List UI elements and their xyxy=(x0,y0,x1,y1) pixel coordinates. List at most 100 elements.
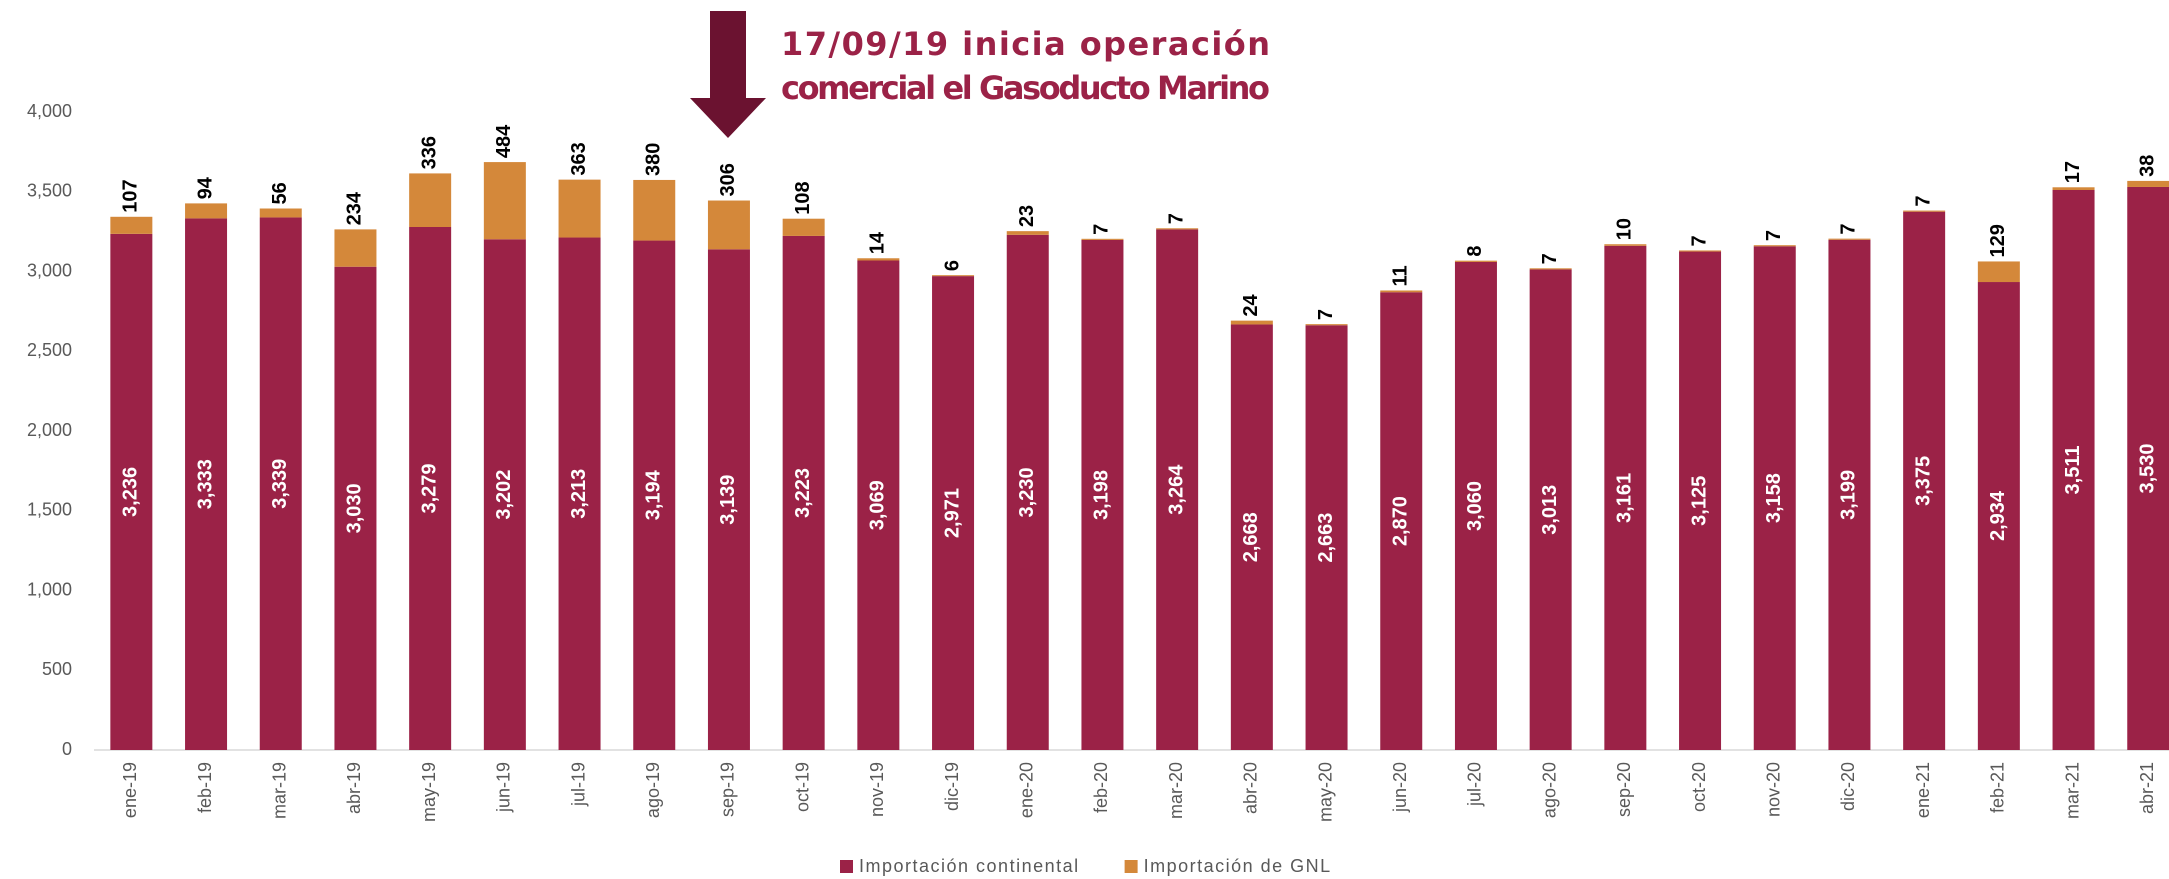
value-label: 3,530 xyxy=(2137,443,2159,493)
bar-segment xyxy=(1679,250,1721,251)
y-tick-label: 1,500 xyxy=(27,500,72,520)
value-label: 2,663 xyxy=(1315,513,1337,563)
x-tick-label: may-20 xyxy=(1315,762,1335,822)
value-label: 484 xyxy=(493,124,515,158)
y-tick-label: 3,000 xyxy=(27,260,72,280)
x-tick-label: abr-19 xyxy=(344,762,364,814)
value-label: 3,030 xyxy=(344,483,366,533)
value-label: 234 xyxy=(344,191,366,225)
value-label: 3,158 xyxy=(1763,473,1785,523)
value-label: 3,198 xyxy=(1091,470,1113,520)
x-tick-label: dic-19 xyxy=(942,762,962,811)
bar-segment xyxy=(1604,244,1646,246)
value-label: 3,236 xyxy=(120,467,142,517)
bar-segment xyxy=(633,180,675,241)
value-label: 10 xyxy=(1614,218,1636,240)
x-tick-label: oct-19 xyxy=(792,762,812,812)
value-label: 2,870 xyxy=(1390,496,1412,546)
bar-segment xyxy=(932,275,974,276)
bar-segment xyxy=(857,258,899,260)
x-tick-label: ago-19 xyxy=(643,762,663,818)
x-tick-label: mar-21 xyxy=(2062,762,2082,819)
x-tick-label: ene-20 xyxy=(1017,762,1037,818)
x-tick-label: sep-19 xyxy=(718,762,738,817)
value-label: 380 xyxy=(643,143,665,176)
annotation: comercial el Gasoducto Marino xyxy=(781,69,1270,107)
value-label: 3,069 xyxy=(867,480,889,530)
bar-segment xyxy=(1081,239,1123,240)
annotation: 17/09/19 inicia operación xyxy=(781,25,1270,63)
y-tick-label: 2,500 xyxy=(27,340,72,360)
value-label: 3,375 xyxy=(1912,456,1934,506)
value-label: 8 xyxy=(1464,246,1486,257)
value-label: 14 xyxy=(867,231,889,254)
value-label: 3,199 xyxy=(1838,470,1860,520)
x-tick-label: ago-20 xyxy=(1539,762,1559,818)
bar-segment xyxy=(1903,211,1945,212)
bar-segment xyxy=(334,229,376,266)
value-label: 7 xyxy=(1091,224,1113,235)
x-tick-label: feb-21 xyxy=(1988,762,2008,813)
bar-segment xyxy=(1007,231,1049,235)
value-label: 3,213 xyxy=(568,469,590,519)
bar-segment xyxy=(110,217,152,234)
x-tick-label: jun-20 xyxy=(1390,762,1410,813)
bar-segment xyxy=(484,162,526,239)
x-tick-label: ene-21 xyxy=(1913,762,1933,818)
x-tick-label: may-19 xyxy=(419,762,439,822)
value-label: 6 xyxy=(941,260,963,271)
value-label: 23 xyxy=(1016,205,1038,227)
bar-segment xyxy=(1978,261,2020,282)
value-label: 3,223 xyxy=(792,468,814,518)
y-tick-label: 0 xyxy=(62,739,72,759)
value-label: 3,013 xyxy=(1539,485,1561,535)
x-tick-label: jul-20 xyxy=(1465,762,1485,807)
value-label: 7 xyxy=(1838,224,1860,235)
legend-label: Importación de GNL xyxy=(1144,856,1332,876)
value-label: 363 xyxy=(568,142,590,175)
value-label: 3,333 xyxy=(194,459,216,509)
bar-segment xyxy=(1455,261,1497,262)
bar-segment xyxy=(260,208,302,217)
value-label: 2,971 xyxy=(941,488,963,538)
value-label: 129 xyxy=(1987,224,2009,257)
y-tick-label: 2,000 xyxy=(27,420,72,440)
bar-segment xyxy=(559,180,601,238)
value-label: 3,194 xyxy=(643,469,665,520)
bar-segment xyxy=(783,219,825,236)
x-tick-label: mar-20 xyxy=(1166,762,1186,819)
value-label: 3,339 xyxy=(269,459,291,509)
value-label: 7 xyxy=(1688,235,1710,246)
value-label: 94 xyxy=(194,176,216,199)
legend-swatch xyxy=(1125,860,1138,873)
value-label: 3,230 xyxy=(1016,467,1038,517)
x-tick-label: mar-19 xyxy=(270,762,290,819)
value-label: 3,511 xyxy=(2062,446,2084,495)
x-tick-label: nov-19 xyxy=(867,762,887,817)
value-label: 3,264 xyxy=(1165,464,1187,515)
x-tick-label: abr-20 xyxy=(1241,762,1261,814)
value-label: 108 xyxy=(792,181,814,214)
value-label: 7 xyxy=(1539,253,1561,264)
bar-segment xyxy=(1231,321,1273,325)
x-tick-label: nov-20 xyxy=(1764,762,1784,817)
chart: 17/09/19 inicia operación comercial el G… xyxy=(0,0,2169,879)
value-label: 3,060 xyxy=(1464,481,1486,531)
bar-segment xyxy=(1380,290,1422,292)
bar-segment xyxy=(2053,187,2095,190)
y-tick-label: 500 xyxy=(42,659,72,679)
bar-segment xyxy=(708,201,750,250)
bar-segment xyxy=(1156,228,1198,229)
value-label: 3,202 xyxy=(493,470,515,520)
legend-label: Importación continental xyxy=(859,856,1080,876)
value-label: 7 xyxy=(1165,213,1187,224)
x-tick-label: oct-20 xyxy=(1689,762,1709,812)
value-label: 56 xyxy=(269,182,291,204)
value-label: 2,934 xyxy=(1987,490,2009,541)
bar-segment xyxy=(1754,245,1796,246)
x-tick-label: feb-19 xyxy=(195,762,215,813)
value-label: 7 xyxy=(1763,230,1785,241)
value-label: 7 xyxy=(1912,195,1934,206)
value-label: 3,125 xyxy=(1688,476,1710,526)
page: 17/09/19 inicia operación comercial el G… xyxy=(0,0,2169,879)
